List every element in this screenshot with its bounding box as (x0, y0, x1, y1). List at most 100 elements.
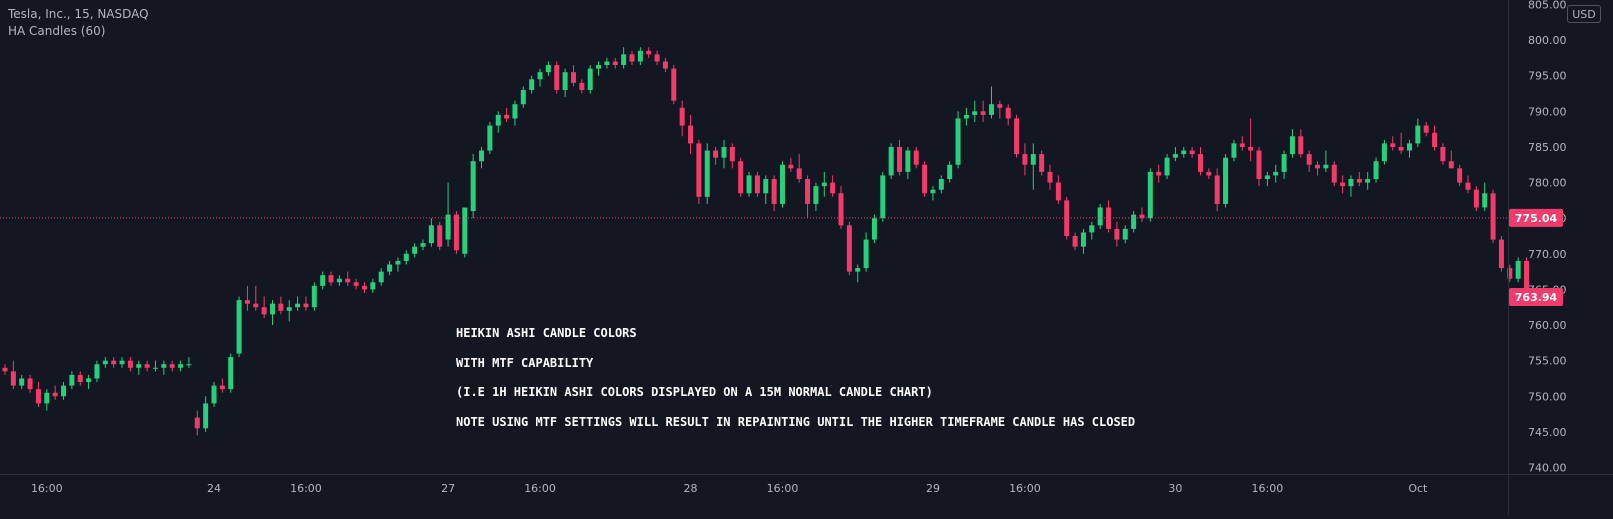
candle-body (796, 168, 802, 180)
candle-body (1373, 161, 1379, 180)
candle (1030, 143, 1036, 190)
symbol-title[interactable]: Tesla, Inc., 15, NASDAQ (8, 7, 149, 21)
candle (1097, 203, 1103, 229)
candle (512, 100, 518, 126)
annotation-text: HEIKIN ASHI CANDLE COLORS WITH MTF CAPAB… (456, 326, 1135, 444)
candle-body (86, 378, 92, 383)
candle (1457, 164, 1463, 187)
candle-body (754, 175, 760, 194)
indicator-title[interactable]: HA Candles (60) (8, 24, 106, 38)
candle-body (52, 392, 58, 397)
candle (1055, 175, 1061, 204)
candle-body (1147, 171, 1153, 219)
candle-body (947, 164, 953, 180)
candle (721, 139, 727, 169)
candle-body (1440, 146, 1446, 162)
candle (830, 175, 836, 197)
x-tick-label: 28 (684, 482, 698, 495)
candle (395, 257, 401, 272)
candle-body (353, 282, 359, 286)
candle (771, 175, 777, 212)
candle-body (713, 150, 719, 158)
candle (353, 278, 359, 290)
annotation-line: WITH MTF CAPABILITY (456, 355, 594, 370)
candle (69, 371, 75, 390)
candle-body (453, 214, 459, 251)
candle (880, 171, 886, 222)
candle-body (980, 111, 986, 115)
candle-body (136, 364, 142, 368)
candle (888, 143, 894, 180)
candle (236, 296, 242, 358)
candle-body (955, 118, 961, 165)
candle-body (997, 104, 1003, 108)
candle (1231, 139, 1237, 162)
candle (328, 271, 334, 286)
y-tick-label: 745.00 (1528, 426, 1567, 439)
candle (94, 360, 100, 383)
candle-body (127, 360, 133, 368)
candle (286, 300, 292, 322)
candle-body (61, 385, 67, 397)
candle-body (972, 111, 978, 115)
candle-body (152, 367, 158, 369)
candle-body (554, 65, 560, 90)
x-tick-label: 16:00 (767, 482, 799, 495)
candle (897, 139, 903, 176)
candle-body (1482, 193, 1488, 208)
candle-body (1281, 154, 1287, 172)
annotation-line: (I.E 1H HEIKIN ASHI COLORS DISPLAYED ON … (456, 385, 933, 399)
candle (1139, 207, 1145, 222)
candle-body (1106, 207, 1112, 229)
y-tick-label: 750.00 (1528, 390, 1567, 403)
candle-body (1515, 260, 1521, 279)
candle-body (1415, 125, 1421, 144)
candle (905, 146, 911, 180)
candle (1273, 164, 1279, 183)
candle-body (44, 392, 50, 404)
candle (420, 239, 426, 251)
candle (1356, 171, 1362, 187)
candle-body (662, 61, 668, 69)
candle-body (913, 150, 919, 165)
candle-body (1239, 143, 1245, 147)
candle (754, 171, 760, 197)
candle-body (1432, 132, 1438, 147)
candle-body (1223, 157, 1229, 204)
candle-body (788, 164, 794, 169)
x-tick-label: 29 (926, 482, 940, 495)
y-tick-label: 800.00 (1528, 34, 1567, 47)
candle-body (855, 268, 861, 272)
candle-body (570, 72, 576, 83)
candle (1323, 150, 1329, 172)
candle-body (1122, 228, 1128, 240)
candle-body (545, 65, 551, 73)
candle-body (94, 364, 100, 379)
candle-body (738, 161, 744, 194)
candle (713, 146, 719, 165)
candle (1398, 132, 1404, 155)
candle (1465, 175, 1471, 194)
candle-body (244, 300, 250, 304)
candle (1122, 225, 1128, 244)
candle (938, 175, 944, 194)
candle (596, 61, 602, 76)
candle (111, 357, 117, 368)
candle-body (303, 303, 309, 308)
candle-body (1323, 164, 1329, 169)
candle-body (111, 360, 117, 365)
candle (119, 357, 125, 368)
y-tick-label: 760.00 (1528, 319, 1567, 332)
candle-body (1064, 200, 1070, 236)
candle (10, 360, 16, 390)
candle-body (253, 303, 259, 308)
candle (336, 275, 342, 286)
candle (788, 157, 794, 172)
candle (821, 171, 827, 197)
x-tick-label: 16:00 (31, 482, 63, 495)
candle-body (1022, 154, 1028, 165)
candle-body (704, 150, 710, 197)
currency-badge[interactable]: USD (1567, 5, 1601, 23)
